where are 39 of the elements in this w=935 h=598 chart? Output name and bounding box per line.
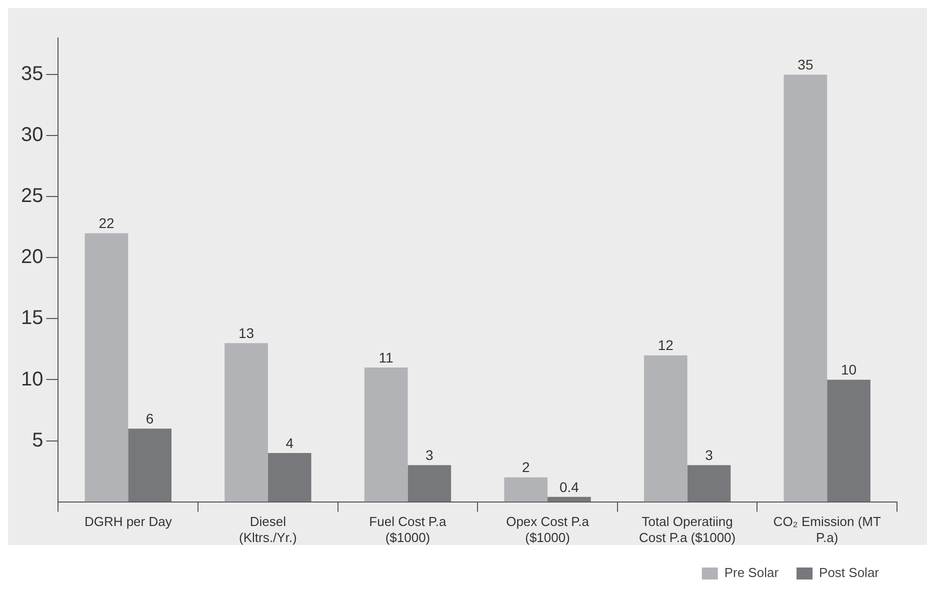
x-tick-label: CO₂ Emission (MT P.a) [773,514,881,545]
bar [128,428,172,502]
bar [784,74,828,502]
bar [504,477,548,502]
data-label: 4 [286,434,294,451]
bar [687,465,731,502]
bar [827,380,870,502]
data-label: 0.4 [559,478,580,495]
y-tick-label: 5 [32,429,44,452]
y-tick-label: 25 [20,185,44,208]
data-label: 2 [522,459,530,476]
bar [408,465,452,502]
bar [268,452,312,502]
y-tick-label: 35 [20,63,44,86]
data-label: 35 [798,56,814,72]
bar [548,496,591,502]
x-tick-label: DGRH per Day [84,514,172,530]
data-label: 6 [146,410,154,426]
data-label: 10 [840,362,857,378]
y-tick-label: 30 [20,124,44,146]
data-label: 11 [378,349,394,366]
y-tick-label: 10 [20,368,44,390]
legend-label: Post Solar [819,565,880,580]
bar [84,233,128,502]
bar [224,343,268,502]
bar [364,368,408,502]
data-label: 12 [658,337,674,354]
y-tick-label: 20 [20,246,44,268]
bar [644,355,688,502]
data-label: 3 [425,447,434,464]
legend-label: Pre Solar [724,565,780,580]
x-tick-label: Opex Cost P.a ($1000) [506,514,590,545]
x-tick-label: Fuel Cost P.a ($1000) [369,514,448,545]
data-label: 3 [705,447,714,464]
x-tick-label: Diesel (Kltrs./Yr.) [239,514,297,545]
data-label: 22 [98,215,114,232]
data-label: 13 [238,324,254,341]
x-tick-label: Total Operatiing Cost P.a ($1000) [639,514,736,545]
y-tick-label: 15 [20,307,44,330]
